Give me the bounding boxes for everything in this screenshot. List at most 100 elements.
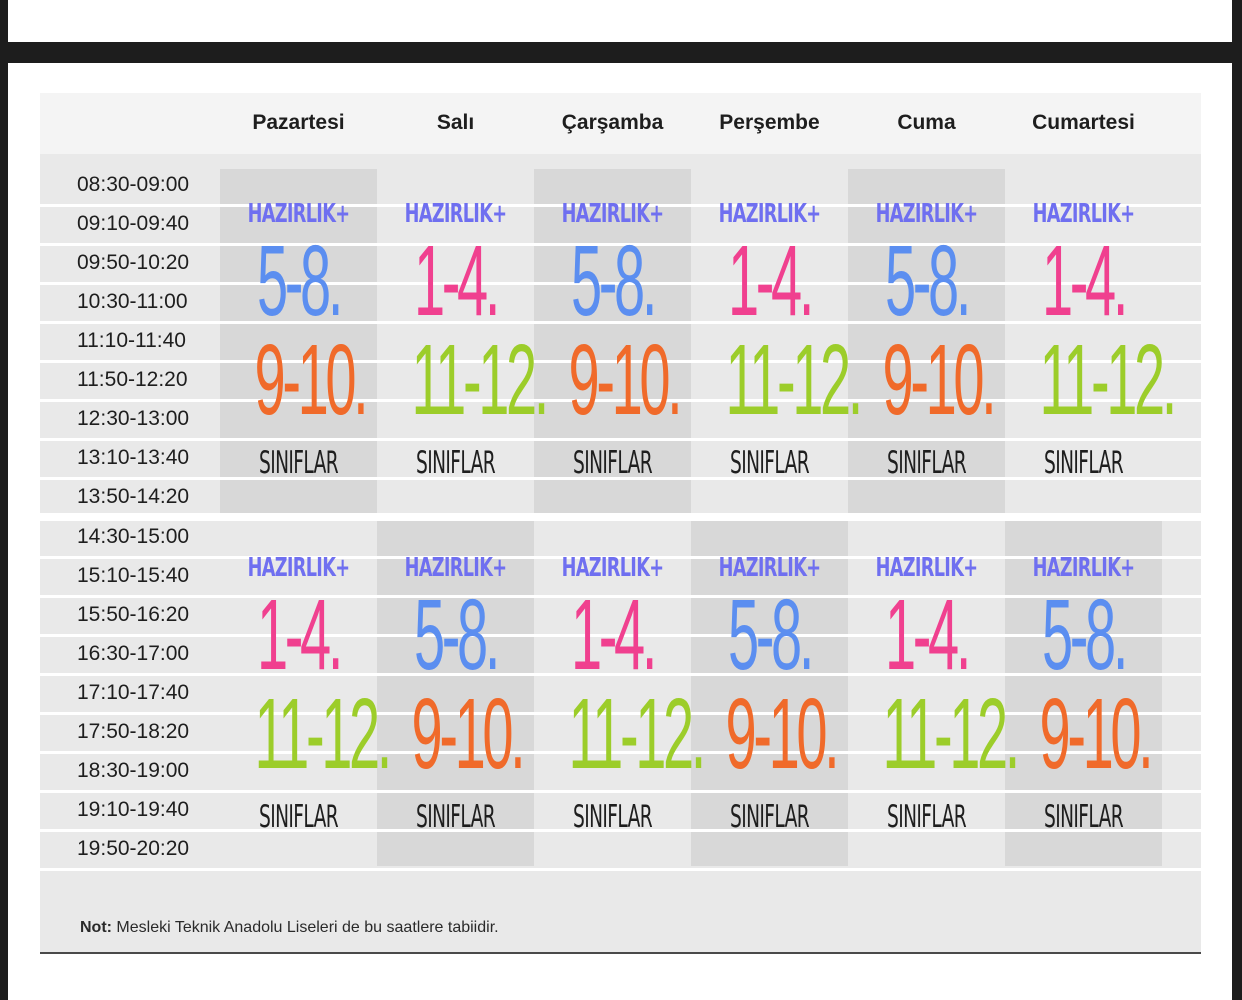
grade-range: 1-4.: [413, 225, 500, 337]
hazirlik-label: HAZIRLIK+: [404, 199, 507, 229]
grade-range: 5-8.: [570, 225, 657, 337]
hazirlik-label: HAZIRLIK+: [718, 553, 821, 583]
grade-range: 11-12.: [254, 678, 393, 790]
time-slot: 16:30-17:00: [77, 642, 190, 665]
grade-range: 9-10.: [725, 678, 840, 790]
time-slot: 09:50-10:20: [77, 251, 190, 274]
siniflar-label: SINIFLAR: [729, 799, 810, 835]
day-header: Perşembe: [719, 111, 820, 134]
time-slot: 14:30-15:00: [77, 525, 190, 548]
day-header: Çarşamba: [561, 111, 664, 134]
grade-range: 9-10.: [882, 324, 997, 436]
grade-range: 11-12.: [411, 324, 550, 436]
time-slot: 11:50-12:20: [77, 368, 188, 391]
grade-range: 11-12.: [882, 678, 1021, 790]
row-line: [40, 790, 1201, 793]
class-block: HAZIRLIK+ 1-4. 11-12. SINIFLAR: [534, 553, 707, 853]
grade-range: 9-10.: [1039, 678, 1154, 790]
class-block: HAZIRLIK+ 5-8. 9-10. SINIFLAR: [220, 199, 377, 499]
time-slot: 11:10-11:40: [77, 329, 186, 352]
row-line: [40, 829, 1201, 832]
note-text: Mesleki Teknik Anadolu Liseleri de bu sa…: [111, 919, 499, 936]
grade-range: 1-4.: [727, 225, 814, 337]
siniflar-label: SINIFLAR: [729, 445, 810, 481]
class-block: HAZIRLIK+ 5-8. 9-10. SINIFLAR: [691, 553, 848, 853]
row-line: [40, 243, 1201, 246]
time-slot: 19:10-19:40: [77, 798, 190, 821]
class-block: HAZIRLIK+ 1-4. 11-12. SINIFLAR: [848, 553, 1021, 853]
time-slot: 15:10-15:40: [77, 564, 190, 587]
grade-range: 11-12.: [1039, 324, 1178, 436]
siniflar-label: SINIFLAR: [1043, 799, 1124, 835]
column-shade: [534, 169, 691, 514]
column-shade: [691, 521, 848, 866]
hazirlik-label: HAZIRLIK+: [561, 199, 664, 229]
grade-range: 5-8.: [727, 579, 814, 691]
row-line: [40, 360, 1201, 363]
siniflar-label: SINIFLAR: [886, 799, 967, 835]
row-line: [40, 595, 1201, 598]
time-slot: 10:30-11:00: [77, 290, 188, 313]
note-label: Not:: [80, 919, 112, 936]
hazirlik-label: HAZIRLIK+: [404, 553, 507, 583]
day-header: Pazartesi: [252, 111, 345, 134]
row-line: [40, 321, 1201, 324]
row-line: [40, 556, 1201, 559]
session-divider: [40, 513, 1201, 521]
time-slot: 12:30-13:00: [77, 407, 190, 430]
column-shade: [848, 169, 1005, 514]
class-block: HAZIRLIK+ 1-4. 11-12. SINIFLAR: [220, 553, 393, 853]
grade-range: 5-8.: [413, 579, 500, 691]
time-slot: 19:50-20:20: [77, 837, 190, 860]
time-slot: 13:50-14:20: [77, 485, 190, 508]
siniflar-label: SINIFLAR: [572, 445, 653, 481]
class-block: HAZIRLIK+ 1-4. 11-12. SINIFLAR: [691, 199, 864, 499]
grade-range: 11-12.: [725, 324, 864, 436]
siniflar-label: SINIFLAR: [415, 799, 496, 835]
grade-range: 1-4.: [570, 579, 657, 691]
siniflar-label: SINIFLAR: [415, 445, 496, 481]
class-block: HAZIRLIK+ 1-4. 11-12. SINIFLAR: [1005, 199, 1178, 499]
hazirlik-label: HAZIRLIK+: [247, 553, 350, 583]
row-line: [40, 868, 1201, 871]
time-slot: 15:50-16:20: [77, 603, 190, 626]
hazirlik-label: HAZIRLIK+: [718, 199, 821, 229]
grade-range: 9-10.: [254, 324, 369, 436]
time-slot: 13:10-13:40: [77, 446, 190, 469]
schedule-header: Pazartesi Salı Çarşamba Perşembe Cuma Cumarte…: [40, 93, 1201, 154]
row-line: [40, 477, 1201, 480]
grade-range: 9-10.: [411, 678, 526, 790]
siniflar-label: SINIFLAR: [258, 799, 339, 835]
hazirlik-label: HAZIRLIK+: [1032, 553, 1135, 583]
hazirlik-label: HAZIRLIK+: [247, 199, 350, 229]
row-line: [40, 712, 1201, 715]
time-slot: 18:30-19:00: [77, 759, 190, 782]
siniflar-label: SINIFLAR: [258, 445, 339, 481]
time-slot: 17:50-18:20: [77, 720, 190, 743]
grade-range: 1-4.: [1041, 225, 1128, 337]
grade-range: 1-4.: [256, 579, 343, 691]
time-slot: 17:10-17:40: [77, 681, 190, 704]
hazirlik-label: HAZIRLIK+: [875, 199, 978, 229]
siniflar-label: SINIFLAR: [572, 799, 653, 835]
class-block: HAZIRLIK+ 5-8. 9-10. SINIFLAR: [534, 199, 691, 499]
class-block: HAZIRLIK+ 5-8. 9-10. SINIFLAR: [377, 553, 534, 853]
top-card: [8, 0, 1232, 42]
row-line: [40, 673, 1201, 676]
class-block: HAZIRLIK+ 5-8. 9-10. SINIFLAR: [848, 199, 1005, 499]
siniflar-label: SINIFLAR: [1043, 445, 1124, 481]
row-line: [40, 399, 1201, 402]
row-line: [40, 204, 1201, 207]
grade-range: 11-12.: [568, 678, 707, 790]
grade-range: 5-8.: [1041, 579, 1128, 691]
time-slot: 08:30-09:00: [77, 173, 190, 196]
hazirlik-label: HAZIRLIK+: [875, 553, 978, 583]
grade-range: 5-8.: [256, 225, 343, 337]
siniflar-label: SINIFLAR: [886, 445, 967, 481]
row-line: [40, 634, 1201, 637]
time-slot: 09:10-09:40: [77, 212, 190, 235]
schedule-table: Pazartesi Salı Çarşamba Perşembe Cuma Cumarte…: [40, 93, 1201, 954]
column-shade: [220, 169, 377, 514]
day-header: Cuma: [897, 111, 956, 134]
grade-range: 5-8.: [884, 225, 971, 337]
